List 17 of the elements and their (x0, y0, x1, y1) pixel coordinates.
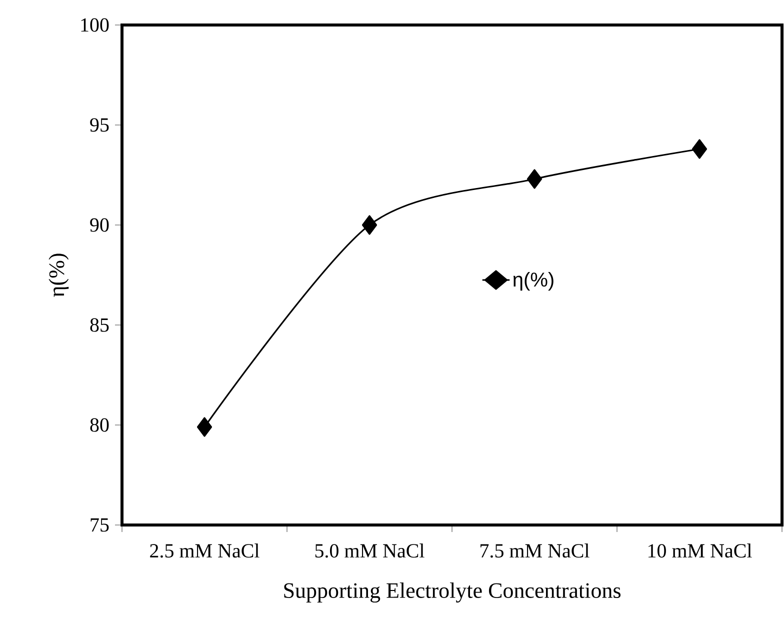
point (692, 139, 708, 159)
y-tick-label: 75 (90, 518, 109, 532)
x-tick-label: 5.0 mM NaCl (315, 544, 424, 558)
y-tick-label: 100 (81, 18, 109, 32)
x-tick-label: 2.5 mM NaCl (150, 544, 260, 558)
y-tick-label: 85 (90, 318, 109, 332)
x-axis-title: Supporting Electrolyte Concentrations (284, 582, 620, 603)
point (362, 215, 378, 235)
y-axis-title: η(%) (48, 254, 69, 297)
point (526, 169, 542, 189)
y-tick-label: 80 (90, 418, 109, 432)
x-tick-label: 10 mM NaCl (648, 544, 752, 558)
x-tick-label: 7.5 mM NaCl (480, 544, 590, 558)
y-tick-label: 95 (90, 118, 109, 132)
y-tick-label: 90 (90, 218, 109, 232)
legend-label: η(%) (513, 272, 554, 291)
point (196, 417, 212, 437)
